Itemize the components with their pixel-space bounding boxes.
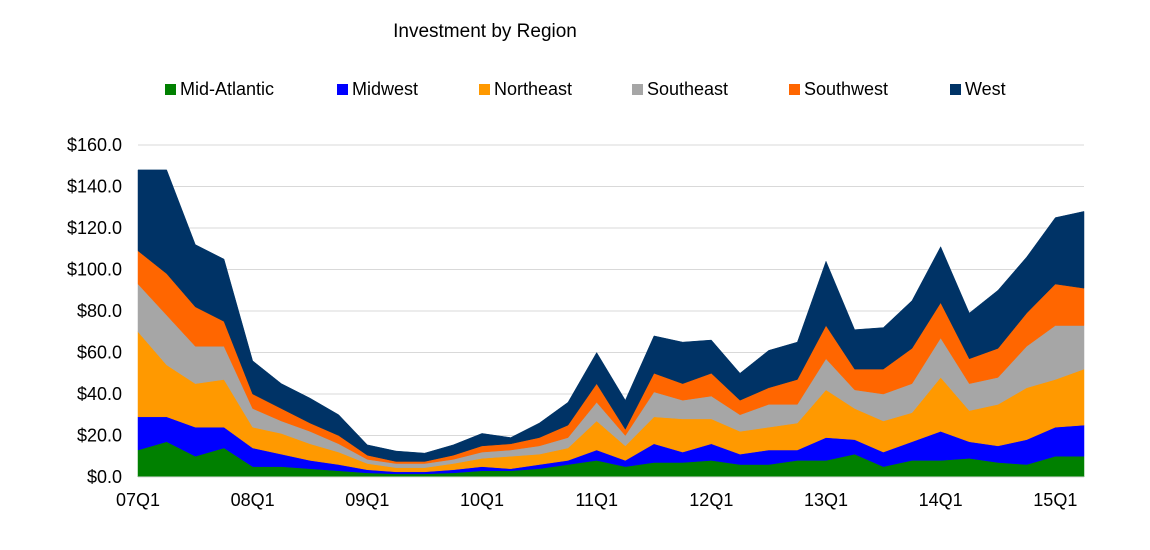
y-tick-label: $40.0 [77, 384, 122, 404]
legend-swatch [950, 84, 961, 95]
legend-label: Northeast [494, 79, 573, 99]
x-tick-label: 13Q1 [804, 490, 848, 510]
legend: Mid-Atlantic Midwest Northeast Southeast Sou… [165, 79, 1065, 103]
x-tick-label: 14Q1 [919, 490, 963, 510]
legend-swatch [337, 84, 348, 95]
x-tick-label: 10Q1 [460, 490, 504, 510]
x-tick-label: 08Q1 [231, 490, 275, 510]
chart-title: Investment by Region [393, 21, 577, 42]
legend-label: West [965, 79, 1006, 99]
legend-swatch [632, 84, 643, 95]
area-series [137, 169, 1085, 478]
legend-label: Southeast [647, 79, 729, 99]
legend-item: Southwest [789, 79, 888, 100]
legend-swatch [789, 84, 800, 95]
legend-item: Southeast [632, 79, 728, 100]
legend-label: Southwest [804, 79, 889, 99]
legend-item: Mid-Atlantic [165, 79, 274, 100]
legend-swatch [479, 84, 490, 95]
legend-label: Mid-Atlantic [180, 79, 275, 99]
x-tick-label: 07Q1 [116, 490, 160, 510]
y-tick-label: $140.0 [67, 177, 122, 197]
y-tick-label: $80.0 [77, 301, 122, 321]
legend-swatch [165, 84, 176, 95]
axes: $0.0 $20.0 $40.0 $60.0 $80.0 $100.0 $120.0 $140… [67, 135, 1084, 510]
legend-item: Northeast [479, 79, 572, 100]
y-tick-label: $60.0 [77, 343, 122, 363]
legend-item: Midwest [337, 79, 418, 100]
legend-label: Midwest [352, 79, 419, 99]
y-tick-label: $100.0 [67, 260, 122, 280]
y-tick-label: $120.0 [67, 218, 122, 238]
y-tick-label: $0.0 [87, 467, 122, 487]
legend-item: West [950, 79, 1006, 100]
y-tick-label: $20.0 [77, 426, 122, 446]
x-tick-label: 09Q1 [345, 490, 389, 510]
y-tick-label: $160.0 [67, 135, 122, 155]
x-tick-label: 11Q1 [575, 490, 618, 510]
x-tick-label: 15Q1 [1033, 490, 1077, 510]
area-west [137, 169, 1085, 462]
x-tick-label: 12Q1 [689, 490, 733, 510]
